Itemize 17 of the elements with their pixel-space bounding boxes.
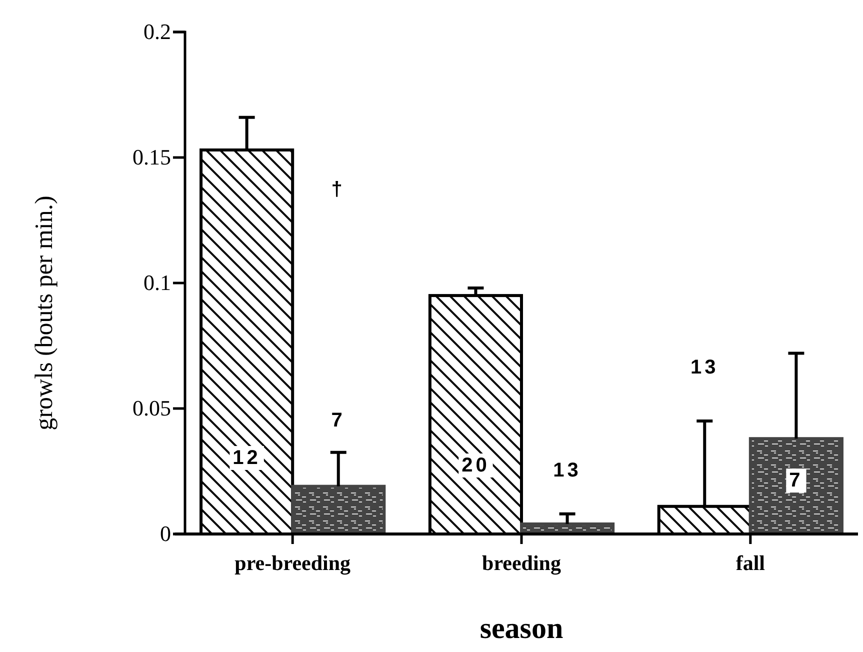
y-tick-label: 0.05 [132, 396, 171, 421]
x-tick-label: pre-breeding [234, 551, 352, 576]
y-tick-label: 0 [160, 521, 171, 546]
x-tick-label: fall [736, 551, 766, 576]
y-axis-title: growls (bouts per min.) [31, 196, 58, 430]
x-tick-label: breeding [482, 551, 562, 576]
annotation: 7 [789, 470, 804, 492]
y-tick-label: 0.1 [144, 270, 171, 296]
y-tick-label: 0.15 [132, 144, 171, 170]
y-tick-label: 0.2 [144, 19, 171, 44]
annotation: 12 [232, 446, 261, 469]
annotation: 13 [690, 356, 719, 378]
annotation: 20 [462, 454, 490, 477]
annotation: 13 [553, 460, 582, 482]
x-axis-title: season [480, 612, 564, 645]
annotation: † [331, 178, 346, 200]
annotation: 7 [331, 409, 346, 432]
